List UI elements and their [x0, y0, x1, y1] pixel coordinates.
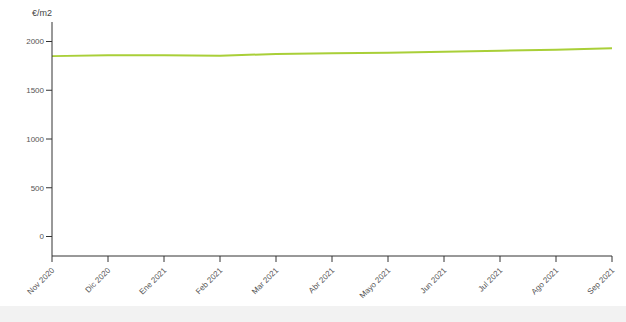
- svg-text:Sep 2021: Sep 2021: [586, 265, 617, 296]
- svg-text:Mayo 2021: Mayo 2021: [358, 265, 393, 300]
- svg-text:500: 500: [31, 184, 45, 193]
- svg-text:Feb 2021: Feb 2021: [194, 265, 225, 296]
- svg-text:2000: 2000: [26, 37, 44, 46]
- svg-text:Abr 2021: Abr 2021: [307, 265, 337, 295]
- svg-text:1000: 1000: [26, 135, 44, 144]
- svg-text:Nov 2020: Nov 2020: [26, 265, 57, 296]
- svg-text:Jul 2021: Jul 2021: [476, 265, 504, 293]
- svg-text:0: 0: [40, 232, 45, 241]
- svg-text:Mar 2021: Mar 2021: [250, 265, 281, 296]
- svg-text:1500: 1500: [26, 86, 44, 95]
- html-text:€/m2: €/m2: [32, 8, 52, 18]
- svg-text:Ago 2021: Ago 2021: [530, 265, 561, 296]
- svg-text:Jun 2021: Jun 2021: [419, 265, 449, 295]
- svg-text:Dic 2020: Dic 2020: [84, 265, 113, 294]
- svg-text:Ene 2021: Ene 2021: [138, 265, 169, 296]
